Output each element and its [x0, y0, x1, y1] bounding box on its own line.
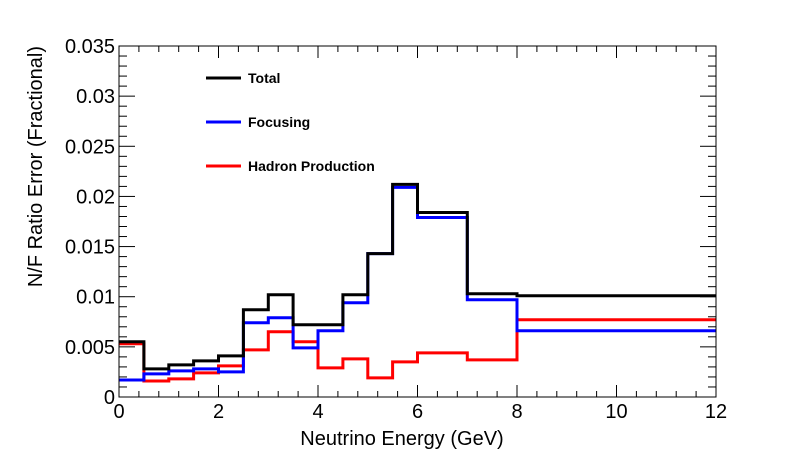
series-line-focusing [119, 185, 716, 382]
y-tick-label: 0.035 [65, 36, 115, 58]
legend-label-hadron-production: Hadron Production [248, 158, 375, 174]
series-line-total [119, 182, 716, 371]
x-tick-label: 12 [705, 401, 727, 423]
series-layer [119, 182, 716, 383]
y-tick-label: 0.01 [76, 287, 115, 309]
y-tick-label: 0.025 [65, 136, 115, 158]
y-tick-label: 0.015 [65, 237, 115, 259]
y-tick-label: 0 [104, 387, 115, 409]
y-tick-label: 0.005 [65, 337, 115, 359]
y-axis-title: N/F Ratio Error (Fractional) [25, 46, 47, 287]
x-tick-label: 4 [312, 401, 323, 423]
x-tick-label: 8 [511, 401, 522, 423]
x-tick-label: 0 [113, 401, 124, 423]
x-tick-label: 2 [213, 401, 224, 423]
x-axis-title: Neutrino Energy (GeV) [300, 428, 503, 450]
x-tick-label: 10 [605, 401, 627, 423]
y-tick-label: 0.02 [76, 186, 115, 208]
legend-label-total: Total [248, 70, 280, 86]
legend-label-focusing: Focusing [248, 114, 310, 130]
plot-frame [118, 45, 717, 398]
x-tick-label: 6 [412, 401, 423, 423]
series-line-hadron-production [119, 318, 716, 383]
legend: Total Focusing Hadron Production [206, 70, 375, 174]
axis-layer: 0 2 4 6 8 10 12 0 0.005 0.01 0.015 0.02 0.025 0.03 0.0… [65, 36, 727, 423]
y-tick-label: 0.03 [76, 86, 115, 108]
